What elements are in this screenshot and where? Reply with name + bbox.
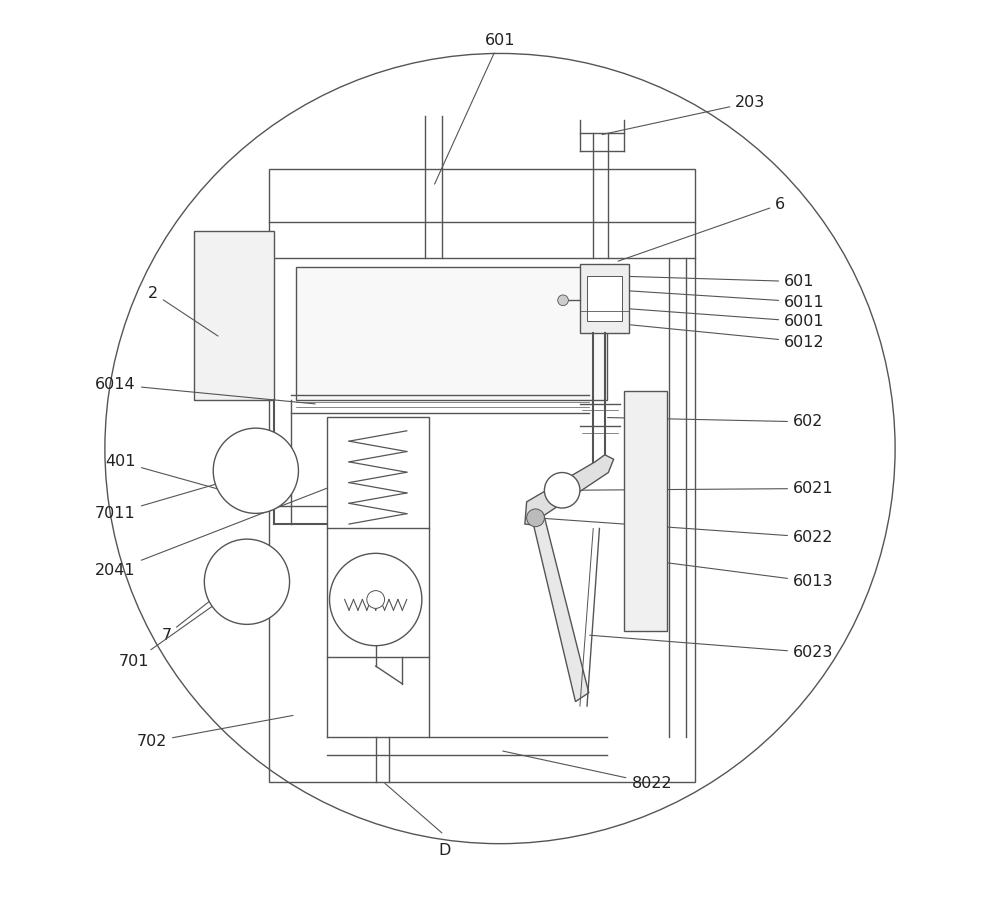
Text: 6011: 6011 <box>599 289 825 310</box>
Text: 6: 6 <box>618 197 785 261</box>
Text: 701: 701 <box>119 583 245 670</box>
Bar <box>296 266 607 400</box>
Polygon shape <box>534 517 589 701</box>
Text: 702: 702 <box>137 716 293 749</box>
Text: 203: 203 <box>602 95 766 135</box>
Circle shape <box>544 473 580 508</box>
Text: D: D <box>438 843 450 858</box>
Circle shape <box>204 539 290 624</box>
Bar <box>327 418 429 657</box>
Circle shape <box>527 509 544 526</box>
Bar <box>269 169 695 782</box>
Text: 2: 2 <box>148 285 218 336</box>
Text: 6021: 6021 <box>565 481 834 496</box>
Text: 601: 601 <box>599 275 815 289</box>
Text: 7011: 7011 <box>95 473 253 521</box>
Text: 6022: 6022 <box>538 518 834 545</box>
Text: 6023: 6023 <box>590 635 833 660</box>
Bar <box>624 390 667 631</box>
Polygon shape <box>525 455 614 525</box>
Bar <box>580 264 629 333</box>
Text: 6012: 6012 <box>600 322 825 350</box>
Circle shape <box>367 591 385 609</box>
Bar <box>587 276 622 321</box>
Text: 6013: 6013 <box>645 560 834 589</box>
Text: 6001: 6001 <box>600 307 825 329</box>
Bar <box>194 231 274 400</box>
Text: 6014: 6014 <box>95 377 315 404</box>
Circle shape <box>558 295 568 305</box>
Circle shape <box>213 429 298 514</box>
Text: 7: 7 <box>161 570 249 642</box>
Text: 601: 601 <box>435 33 515 184</box>
Circle shape <box>330 554 422 646</box>
Text: 602: 602 <box>608 414 823 429</box>
Text: 401: 401 <box>105 455 277 506</box>
Text: 2041: 2041 <box>95 481 346 578</box>
Text: 8022: 8022 <box>503 751 672 791</box>
